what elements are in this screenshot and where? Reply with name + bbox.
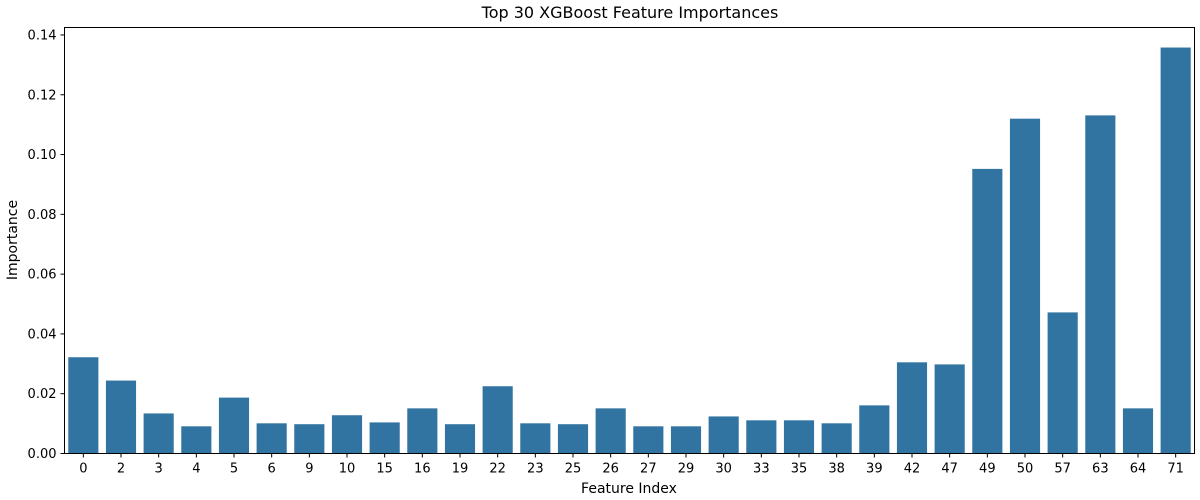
y-tick-label: 0.12 bbox=[28, 88, 57, 103]
bar-15 bbox=[369, 422, 400, 454]
x-tick-label: 15 bbox=[376, 462, 393, 477]
x-tick-label: 16 bbox=[414, 462, 431, 477]
x-axis: 0 2 3 4 5 6 9 10 15 16 19 22 23 25 26 27 29 30 33 35 38 39 42 4… bbox=[79, 453, 1184, 477]
x-tick-label: 2 bbox=[117, 462, 125, 477]
x-tick-label: 29 bbox=[678, 462, 695, 477]
y-tick-label: 0.14 bbox=[28, 28, 57, 43]
y-tick-label: 0.08 bbox=[28, 208, 57, 223]
bar-26 bbox=[595, 408, 626, 454]
x-tick-label: 33 bbox=[753, 462, 770, 477]
bar-16 bbox=[407, 408, 438, 454]
x-tick-label: 27 bbox=[640, 462, 657, 477]
bar-2 bbox=[105, 380, 137, 454]
x-tick-label: 47 bbox=[941, 462, 958, 477]
bar-25 bbox=[557, 424, 589, 454]
y-axis-label: Importance bbox=[5, 200, 21, 280]
x-tick-label: 30 bbox=[715, 462, 732, 477]
bar-38 bbox=[821, 423, 852, 454]
x-tick-label: 50 bbox=[1017, 462, 1034, 477]
y-tick-label: 0.04 bbox=[28, 327, 57, 342]
x-tick-label: 3 bbox=[155, 462, 163, 477]
x-tick-label: 26 bbox=[602, 462, 619, 477]
bar-50 bbox=[1009, 118, 1041, 454]
bar-19 bbox=[444, 424, 476, 454]
x-tick-label: 63 bbox=[1092, 462, 1109, 477]
x-tick-label: 19 bbox=[452, 462, 469, 477]
bar-33 bbox=[746, 420, 777, 454]
bar-0 bbox=[68, 357, 99, 454]
y-axis: 0.00 0.02 0.04 0.06 0.08 0.10 0.12 0.14 bbox=[28, 28, 65, 462]
bar-4 bbox=[181, 426, 212, 454]
x-tick-label: 9 bbox=[305, 462, 313, 477]
bar-30 bbox=[708, 416, 739, 454]
x-tick-label: 4 bbox=[192, 462, 200, 477]
x-tick-label: 0 bbox=[79, 462, 87, 477]
bar-57 bbox=[1047, 312, 1078, 454]
x-tick-label: 64 bbox=[1130, 462, 1147, 477]
bar-35 bbox=[783, 420, 815, 454]
x-tick-label: 5 bbox=[230, 462, 238, 477]
bar-71 bbox=[1160, 47, 1191, 454]
bars-group bbox=[68, 47, 1191, 454]
x-tick-label: 10 bbox=[339, 462, 356, 477]
bar-42 bbox=[896, 362, 928, 454]
x-tick-label: 39 bbox=[866, 462, 883, 477]
bar-27 bbox=[633, 426, 664, 454]
bar-49 bbox=[972, 168, 1003, 454]
bar-22 bbox=[482, 386, 513, 454]
bar-39 bbox=[859, 405, 890, 454]
bar-9 bbox=[294, 424, 325, 454]
x-tick-label: 71 bbox=[1167, 462, 1184, 477]
y-tick-label: 0.00 bbox=[28, 447, 57, 462]
bar-63 bbox=[1085, 115, 1116, 454]
x-tick-label: 42 bbox=[904, 462, 921, 477]
y-tick-label: 0.10 bbox=[28, 148, 57, 163]
bar-64 bbox=[1122, 408, 1154, 454]
x-tick-label: 49 bbox=[979, 462, 996, 477]
bar-6 bbox=[256, 423, 287, 454]
bar-29 bbox=[670, 426, 702, 454]
bar-47 bbox=[934, 364, 965, 454]
x-tick-label: 22 bbox=[489, 462, 506, 477]
x-tick-label: 57 bbox=[1054, 462, 1071, 477]
plot-frame bbox=[64, 27, 1195, 454]
x-tick-label: 23 bbox=[527, 462, 544, 477]
bar-3 bbox=[143, 413, 174, 454]
y-tick-label: 0.02 bbox=[28, 387, 57, 402]
y-tick-label: 0.06 bbox=[28, 268, 57, 283]
bar-23 bbox=[520, 423, 551, 454]
x-tick-label: 6 bbox=[268, 462, 276, 477]
bar-10 bbox=[331, 415, 363, 454]
x-tick-label: 35 bbox=[791, 462, 808, 477]
chart-title: Top 30 XGBoost Feature Importances bbox=[481, 3, 779, 22]
x-tick-label: 25 bbox=[565, 462, 582, 477]
bar-5 bbox=[218, 397, 250, 454]
x-tick-label: 38 bbox=[828, 462, 845, 477]
x-axis-label: Feature Index bbox=[581, 481, 677, 497]
